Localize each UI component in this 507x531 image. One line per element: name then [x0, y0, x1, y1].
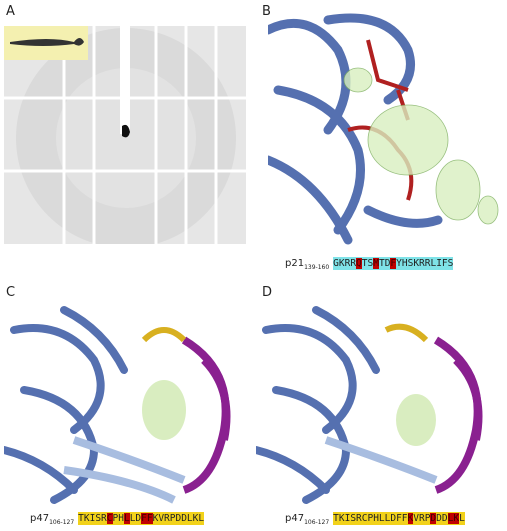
panel-label: B: [262, 4, 271, 19]
sequence-segment: F: [390, 258, 397, 269]
sequence-segment: GKRR: [333, 258, 357, 269]
sequence-caption: p47106-127 TKISRCPHLLDFFKVRPDDDLKL: [285, 512, 465, 526]
panel-label: A: [6, 4, 15, 19]
sequence-segment: L: [123, 513, 130, 524]
sequence-segment: Y: [396, 258, 402, 269]
sequence-segment: Q: [356, 258, 362, 269]
panel-label: C: [6, 285, 16, 300]
sequence-segment: C: [106, 513, 113, 524]
sequence: TKISRCPHLLDFFKVRPDDLKL: [78, 512, 205, 525]
residue-range: 106-127: [49, 519, 75, 526]
sequence-segment: DD: [436, 513, 448, 524]
sequence-segment: PH: [112, 513, 124, 524]
sequence-caption: p21139-160 GKRRQTSMTDFYHSKRRLIFS: [285, 257, 454, 271]
sequence-segment: LK: [447, 513, 460, 524]
sequence-segment: HSKRRLIFS: [401, 258, 454, 269]
protein-name: p47: [285, 513, 305, 524]
sequence-segment: M: [373, 258, 379, 269]
residue-range: 139-160: [304, 264, 330, 271]
sequence-caption: p47106-127 TKISRCPHLLDFFKVRPDDLKL: [30, 512, 205, 526]
structure-image-d: [256, 306, 483, 504]
sequence-segment: TD: [378, 258, 391, 269]
sequence-segment: D: [430, 513, 437, 524]
sequence-segment: VRP: [413, 513, 431, 524]
sequence: TKISRCPHLLDFFKVRPDDDLKL: [333, 512, 465, 525]
residue-range: 106-127: [304, 519, 330, 526]
sequence-segment: KVRPDDLKL: [152, 513, 205, 524]
sequence-segment: FF: [141, 513, 153, 524]
sequence: GKRRQTSMTDFYHSKRRLIFS: [333, 257, 454, 270]
sequence-segment: TKISRCPHLLDFF: [333, 513, 408, 524]
protein-name: p21: [285, 258, 305, 269]
structure-image-b: [268, 0, 507, 250]
panel-label: D: [262, 285, 273, 300]
diffraction-image: [4, 26, 246, 244]
sequence-segment: TS: [361, 258, 374, 269]
sequence-segment: L: [459, 513, 465, 524]
protein-name: p47: [30, 513, 50, 524]
sequence-segment: K: [407, 513, 414, 524]
structure-image-c: [4, 306, 231, 504]
sequence-segment: LD: [129, 513, 142, 524]
sequence-segment: TKISR: [78, 513, 107, 524]
